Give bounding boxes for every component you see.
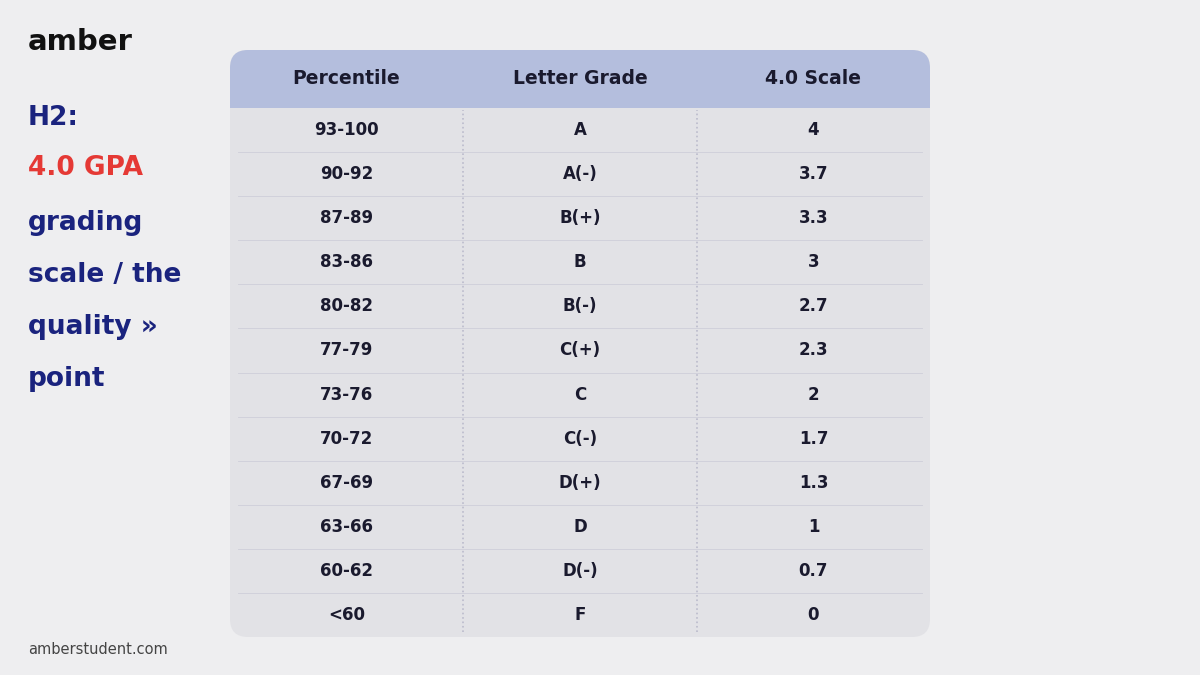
Bar bbox=[230, 82, 930, 108]
Text: 3: 3 bbox=[808, 253, 820, 271]
Text: 63-66: 63-66 bbox=[320, 518, 373, 536]
Text: D(-): D(-) bbox=[562, 562, 598, 580]
Text: A: A bbox=[574, 121, 587, 139]
Text: 67-69: 67-69 bbox=[320, 474, 373, 491]
Text: amberstudent.com: amberstudent.com bbox=[28, 643, 168, 657]
Text: 90-92: 90-92 bbox=[320, 165, 373, 183]
Text: 77-79: 77-79 bbox=[320, 342, 373, 360]
Text: <60: <60 bbox=[328, 606, 365, 624]
Text: A(-): A(-) bbox=[563, 165, 598, 183]
Text: 1.7: 1.7 bbox=[799, 429, 828, 448]
Text: 60-62: 60-62 bbox=[320, 562, 373, 580]
Text: D: D bbox=[574, 518, 587, 536]
Text: D(+): D(+) bbox=[559, 474, 601, 491]
Text: 87-89: 87-89 bbox=[320, 209, 373, 227]
Text: B(-): B(-) bbox=[563, 298, 598, 315]
Text: C: C bbox=[574, 385, 586, 404]
Text: 2.3: 2.3 bbox=[799, 342, 828, 360]
Text: 1.3: 1.3 bbox=[799, 474, 828, 491]
Text: amber: amber bbox=[28, 28, 133, 56]
Text: 70-72: 70-72 bbox=[320, 429, 373, 448]
Text: 0: 0 bbox=[808, 606, 820, 624]
Text: C(-): C(-) bbox=[563, 429, 598, 448]
Text: H2:: H2: bbox=[28, 105, 79, 131]
Text: scale / the: scale / the bbox=[28, 262, 181, 288]
Text: Percentile: Percentile bbox=[293, 70, 401, 88]
Text: B: B bbox=[574, 253, 587, 271]
Text: 2.7: 2.7 bbox=[799, 298, 828, 315]
Text: 80-82: 80-82 bbox=[320, 298, 373, 315]
Text: quality »: quality » bbox=[28, 314, 157, 340]
Text: 1: 1 bbox=[808, 518, 820, 536]
Text: 4.0 GPA: 4.0 GPA bbox=[28, 155, 143, 181]
Text: 73-76: 73-76 bbox=[320, 385, 373, 404]
Text: 93-100: 93-100 bbox=[314, 121, 379, 139]
Text: F: F bbox=[575, 606, 586, 624]
Text: 4.0 Scale: 4.0 Scale bbox=[766, 70, 862, 88]
Text: B(+): B(+) bbox=[559, 209, 601, 227]
Text: 3.3: 3.3 bbox=[799, 209, 828, 227]
FancyBboxPatch shape bbox=[230, 50, 930, 637]
Text: 4: 4 bbox=[808, 121, 820, 139]
Text: 2: 2 bbox=[808, 385, 820, 404]
FancyBboxPatch shape bbox=[230, 50, 930, 108]
Text: Letter Grade: Letter Grade bbox=[512, 70, 647, 88]
Text: 83-86: 83-86 bbox=[320, 253, 373, 271]
Text: 3.7: 3.7 bbox=[799, 165, 828, 183]
Text: grading: grading bbox=[28, 210, 143, 236]
Text: 0.7: 0.7 bbox=[799, 562, 828, 580]
Text: C(+): C(+) bbox=[559, 342, 600, 360]
Text: point: point bbox=[28, 366, 106, 392]
